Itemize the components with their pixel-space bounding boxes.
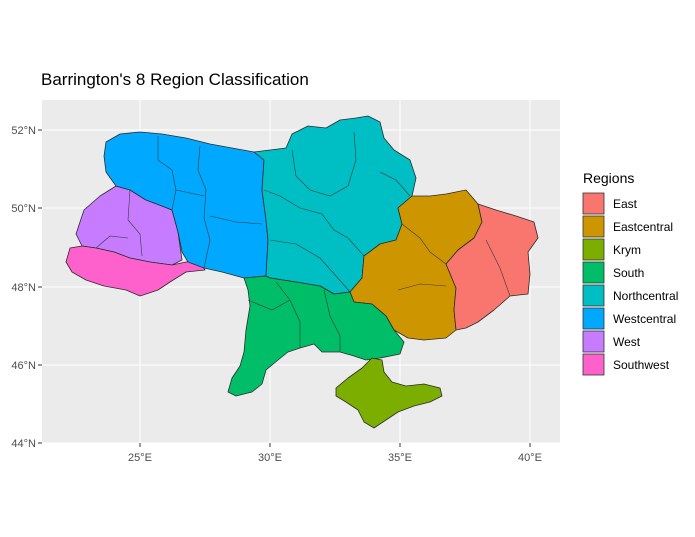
region-southwest[interactable] [65,245,206,297]
legend-label: Southwest [613,358,670,372]
legend-title: Regions [583,170,634,186]
legend-item-eastcentral[interactable]: Eastcentral [582,215,673,238]
x-tick-label: 35°E [388,452,412,464]
legend-label: Eastcentral [613,220,673,234]
legend-item-southwest[interactable]: Southwest [582,353,670,376]
legend-item-westcentral[interactable]: Westcentral [582,307,676,330]
y-tick-label: 50°N [11,203,36,215]
x-tick-label: 30°E [258,452,282,464]
legend-item-northcentral[interactable]: Northcentral [582,284,678,307]
legend-label: West [613,335,641,349]
region-south[interactable] [227,275,405,397]
legend-swatch [582,261,605,284]
y-tick-label: 44°N [11,438,36,450]
legend-label: East [613,197,638,211]
legend-swatch [582,307,605,330]
y-tick-label: 52°N [11,125,36,137]
y-axis: 52°N 50°N 48°N 46°N 44°N [11,125,42,450]
y-tick-label: 46°N [11,360,36,372]
region-eastcentral[interactable] [349,189,483,341]
region-east[interactable] [445,203,539,331]
legend-swatch [582,284,605,307]
legend-swatch [582,330,605,353]
legend-swatch [582,353,605,376]
legend-item-south[interactable]: South [582,261,644,284]
legend-item-east[interactable]: East [582,192,638,215]
map-title: Barrington's 8 Region Classification [41,70,309,89]
y-tick-label: 48°N [11,282,36,294]
oblast-boundaries [95,131,511,352]
legend-label: South [613,266,644,280]
legend-label: Northcentral [613,289,678,303]
x-tick-label: 25°E [128,452,152,464]
legend-label: Westcentral [613,312,676,326]
legend-item-krym[interactable]: Krym [582,238,641,261]
x-tick-label: 40°E [518,452,542,464]
legend-swatch [582,192,605,215]
regions-layer [65,115,539,429]
legend-label: Krym [613,243,641,257]
region-krym[interactable] [335,357,443,429]
legend-swatch [582,215,605,238]
x-axis: 25°E 30°E 35°E 40°E [128,443,542,464]
legend: Regions East Eastcentral Krym South Nort… [582,170,678,376]
legend-item-west[interactable]: West [582,330,641,353]
legend-swatch [582,238,605,261]
